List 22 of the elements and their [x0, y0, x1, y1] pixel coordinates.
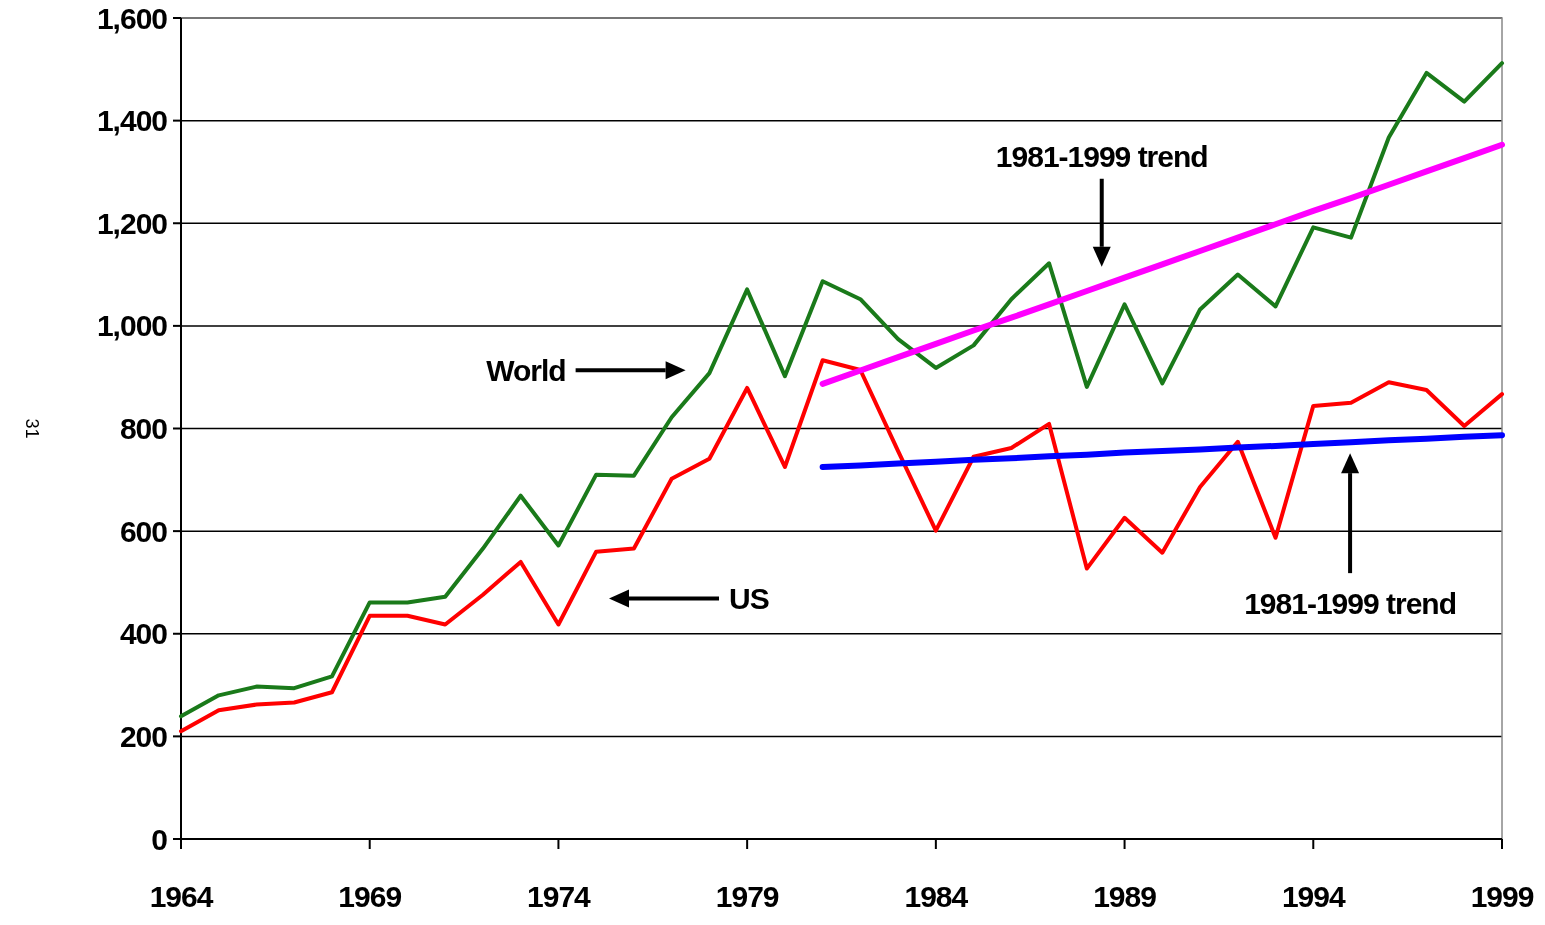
annotation: US	[729, 581, 769, 615]
x-tick-label: 1974	[527, 880, 592, 913]
y-tick-label: 600	[119, 514, 168, 548]
x-tick-label: 1994	[1281, 880, 1346, 913]
x-tick-label: 1969	[338, 880, 402, 913]
x-tick-label: 1984	[904, 880, 969, 913]
x-tick-label: 1989	[1093, 880, 1157, 913]
y-tick-label: 200	[119, 719, 168, 753]
x-tick-label: 1964	[149, 880, 214, 913]
y-tick-label: 400	[119, 617, 168, 651]
text: 31	[22, 418, 42, 439]
y-tick-label: 1,400	[96, 104, 168, 138]
y-tick-label: 1,200	[96, 206, 168, 240]
x-tick-label: 1979	[715, 880, 779, 913]
y-tick-label: 1,600	[96, 1, 168, 35]
annotation: World	[486, 353, 566, 387]
annotation: 1981-1999 trend	[1244, 586, 1456, 620]
annotation: 1981-1999 trend	[995, 139, 1208, 173]
x-tick-label: 1999	[1470, 880, 1534, 913]
y-tick-label: 1,000	[96, 309, 168, 343]
y-tick-label: 800	[119, 412, 168, 445]
y-tick-label: 0	[151, 822, 168, 856]
